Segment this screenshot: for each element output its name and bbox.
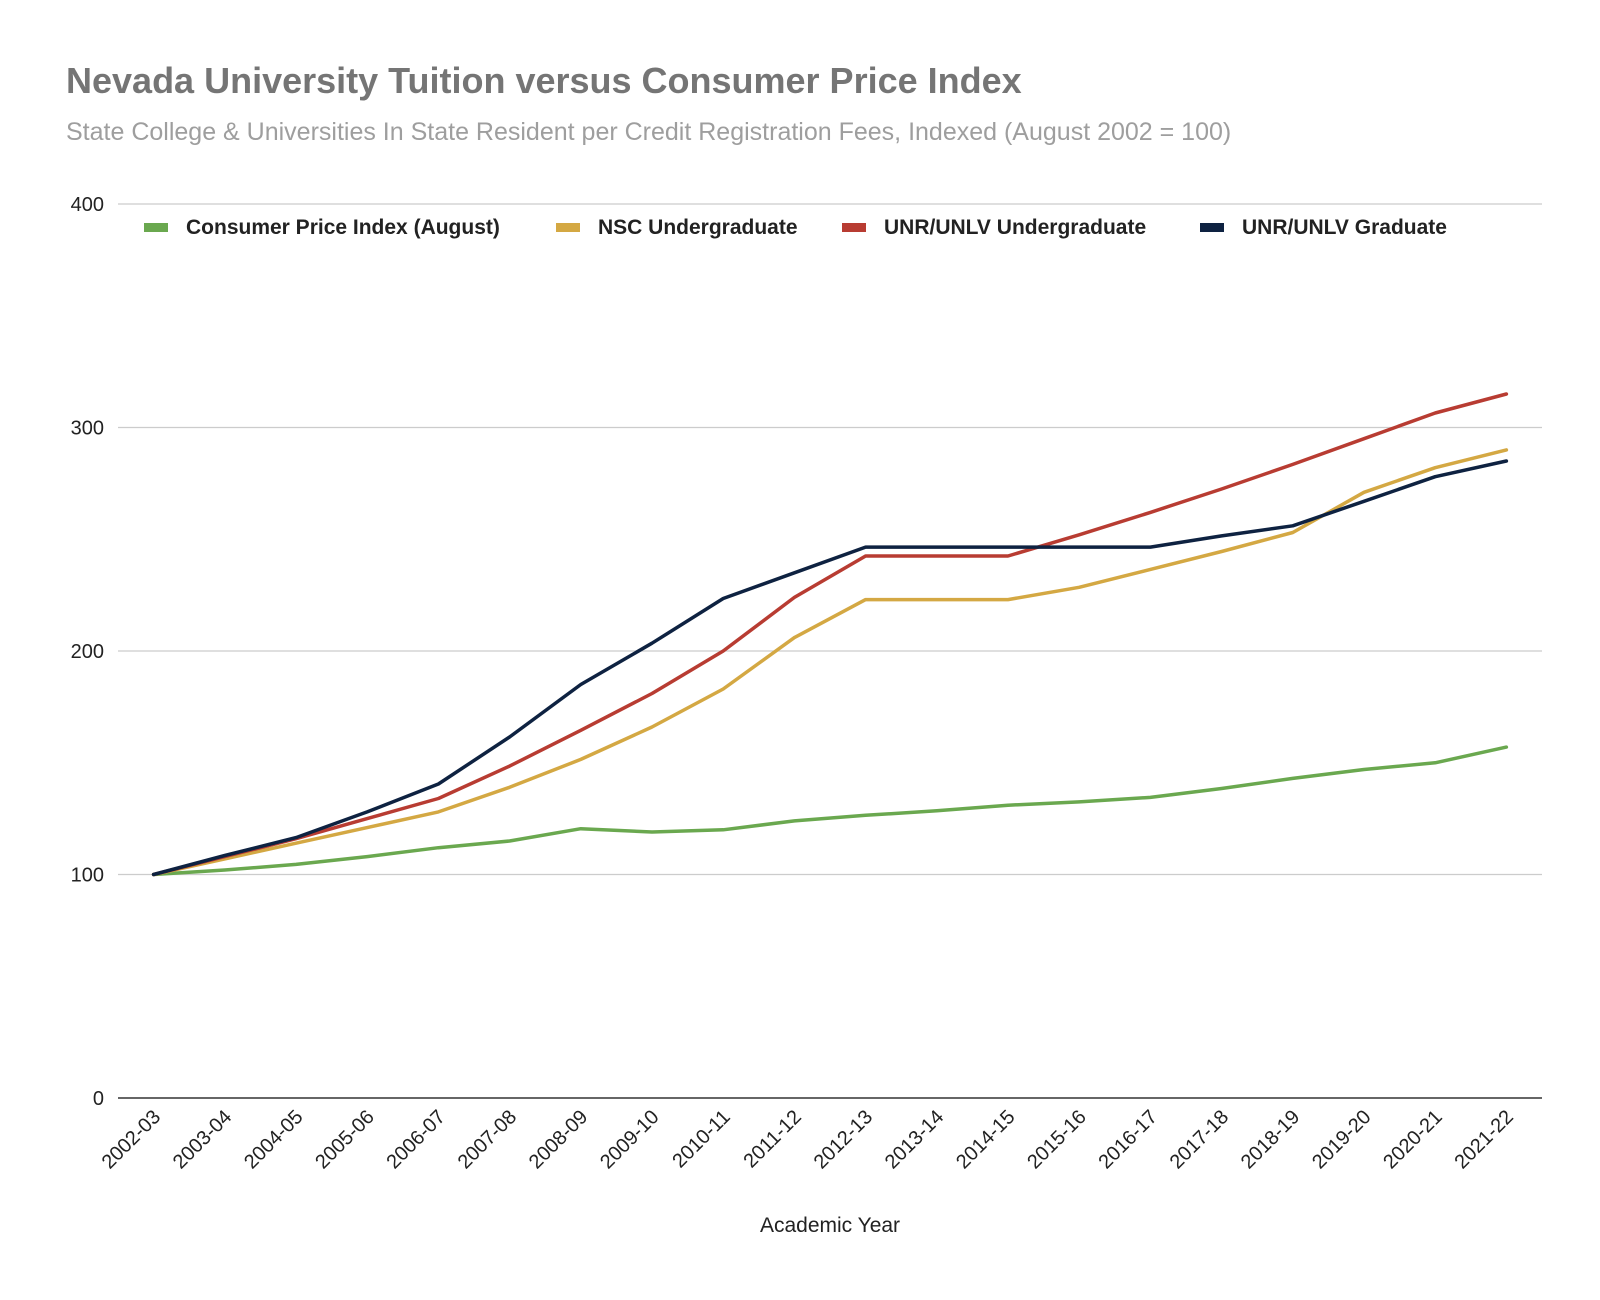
x-tick-label: 2020-21 <box>1379 1106 1446 1173</box>
x-tick-label: 2019-20 <box>1308 1106 1375 1173</box>
x-tick-label: 2016-17 <box>1094 1106 1161 1173</box>
y-tick-label: 0 <box>93 1088 104 1110</box>
x-tick-label: 2008-09 <box>525 1106 592 1173</box>
x-tick-label: 2013-14 <box>881 1106 948 1173</box>
x-tick-label: 2014-15 <box>952 1106 1019 1173</box>
gridlines <box>118 203 1542 1099</box>
legend-swatch <box>556 223 580 232</box>
x-tick-label: 2011-12 <box>740 1106 806 1172</box>
y-tick-label: 200 <box>71 641 104 663</box>
x-tick-label: 2010-11 <box>668 1106 734 1172</box>
series-line-2 <box>151 392 1509 877</box>
x-tick-label: 2017-18 <box>1166 1106 1233 1173</box>
x-tick-label: 2005-06 <box>311 1106 378 1173</box>
x-tick-label: 2021-22 <box>1450 1106 1517 1173</box>
legend-item: UNR/UNLV Undergraduate <box>842 216 1146 239</box>
y-axis-ticks: 0 100 200 300 400 <box>71 194 104 1110</box>
series-line-1 <box>151 448 1509 877</box>
legend-label: UNR/UNLV Graduate <box>1242 216 1447 239</box>
y-tick-label: 100 <box>71 865 104 887</box>
x-tick-label: 2009-10 <box>596 1106 663 1173</box>
chart-subtitle: State College & Universities In State Re… <box>66 118 1232 146</box>
legend-item: NSC Undergraduate <box>556 216 798 239</box>
series-lines <box>151 392 1509 877</box>
legend-label: NSC Undergraduate <box>598 216 798 239</box>
x-tick-label: 2002-03 <box>98 1106 165 1173</box>
y-tick-label: 300 <box>71 418 104 440</box>
y-tick-label: 400 <box>71 194 104 216</box>
x-tick-label: 2006-07 <box>382 1106 449 1173</box>
chart-title: Nevada University Tuition versus Consume… <box>66 60 1022 101</box>
x-tick-label: 2007-08 <box>454 1106 521 1173</box>
legend-label: UNR/UNLV Undergraduate <box>884 216 1146 239</box>
x-axis-title: Academic Year <box>760 1214 900 1237</box>
legend-item: UNR/UNLV Graduate <box>1200 216 1447 239</box>
series-line-0 <box>151 745 1509 877</box>
x-axis-ticks: 2002-03 2003-04 2004-05 2005-06 2006-07 2007-… <box>98 1106 1518 1173</box>
legend-label: Consumer Price Index (August) <box>186 216 500 239</box>
legend-swatch <box>1200 223 1224 232</box>
x-tick-label: 2003-04 <box>169 1106 236 1173</box>
x-tick-label: 2012-13 <box>810 1106 877 1173</box>
x-tick-label: 2015-16 <box>1023 1106 1090 1173</box>
legend-item: Consumer Price Index (August) <box>144 216 500 239</box>
legend-swatch <box>842 223 866 232</box>
legend-swatch <box>144 223 168 232</box>
series-line-3 <box>151 459 1509 877</box>
x-tick-label: 2004-05 <box>240 1106 307 1173</box>
x-tick-label: 2018-19 <box>1237 1106 1304 1173</box>
legend: Consumer Price Index (August) NSC Undergr… <box>144 216 1447 239</box>
